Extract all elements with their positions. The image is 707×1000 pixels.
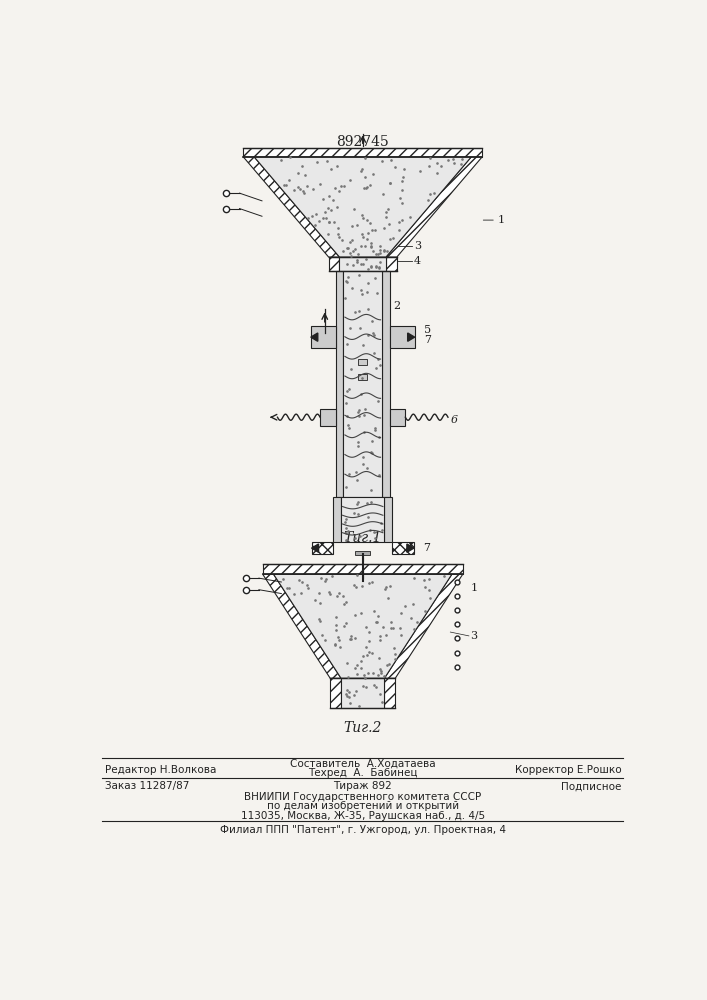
Text: 6: 6 — [450, 415, 457, 425]
Bar — [341, 678, 385, 708]
Text: 1: 1 — [498, 215, 505, 225]
Bar — [382, 271, 390, 497]
Bar — [392, 542, 414, 554]
Bar — [243, 148, 482, 157]
Text: Филиал ППП "Патент", г. Ужгород, ул. Проектная, 4: Филиал ППП "Патент", г. Ужгород, ул. Про… — [220, 825, 506, 835]
Polygon shape — [385, 574, 462, 678]
Polygon shape — [386, 157, 482, 257]
Bar — [386, 257, 397, 271]
Bar — [330, 678, 341, 708]
Text: 2: 2 — [394, 301, 401, 311]
Bar — [358, 374, 368, 380]
Text: Редактор Н.Волкова: Редактор Н.Волкова — [105, 765, 217, 775]
Bar — [385, 678, 395, 708]
Bar — [358, 359, 368, 365]
Bar — [344, 271, 382, 497]
Text: 7: 7 — [423, 543, 430, 553]
Bar — [320, 409, 336, 426]
Text: Подписное: Подписное — [561, 781, 621, 791]
Bar — [336, 271, 344, 497]
Bar — [312, 542, 333, 554]
Polygon shape — [407, 544, 414, 552]
Text: по делам изобретений и открытий: по делам изобретений и открытий — [267, 801, 459, 811]
Text: 113035, Москва, Ж-35, Раушская наб., д. 4/5: 113035, Москва, Ж-35, Раушская наб., д. … — [240, 811, 485, 821]
Text: 892745: 892745 — [337, 135, 389, 149]
Text: 7: 7 — [424, 335, 431, 345]
Bar — [390, 409, 405, 426]
Text: Составитель  А.Ходатаева: Составитель А.Ходатаева — [290, 759, 436, 769]
Bar — [339, 257, 386, 271]
Text: ВНИИПИ Государственного комитета СССР: ВНИИПИ Государственного комитета СССР — [244, 792, 481, 802]
Polygon shape — [263, 574, 341, 678]
Bar — [355, 551, 370, 555]
Bar — [263, 564, 462, 574]
Bar — [385, 497, 392, 542]
Text: Заказ 11287/87: Заказ 11287/87 — [105, 781, 189, 791]
Text: 3: 3 — [470, 631, 477, 641]
Bar — [341, 497, 385, 542]
Polygon shape — [243, 157, 339, 257]
Text: Техред  А.  Бабинец: Техред А. Бабинец — [308, 768, 417, 778]
Bar — [390, 326, 414, 348]
Text: Тираж 892: Тираж 892 — [333, 781, 392, 791]
Text: Τиг.2: Τиг.2 — [344, 721, 382, 735]
Text: Корректор Е.Рошко: Корректор Е.Рошко — [515, 765, 621, 775]
Polygon shape — [408, 333, 414, 341]
Bar — [329, 257, 339, 271]
Text: 5: 5 — [424, 325, 431, 335]
Text: Τиг.1: Τиг.1 — [344, 531, 382, 545]
Polygon shape — [255, 157, 472, 257]
Polygon shape — [312, 544, 319, 552]
Bar — [333, 497, 341, 542]
Text: 1: 1 — [470, 583, 477, 593]
Bar — [311, 326, 336, 348]
Text: 4: 4 — [414, 256, 421, 266]
Polygon shape — [274, 574, 452, 678]
Text: 3: 3 — [414, 241, 421, 251]
Polygon shape — [311, 333, 317, 341]
